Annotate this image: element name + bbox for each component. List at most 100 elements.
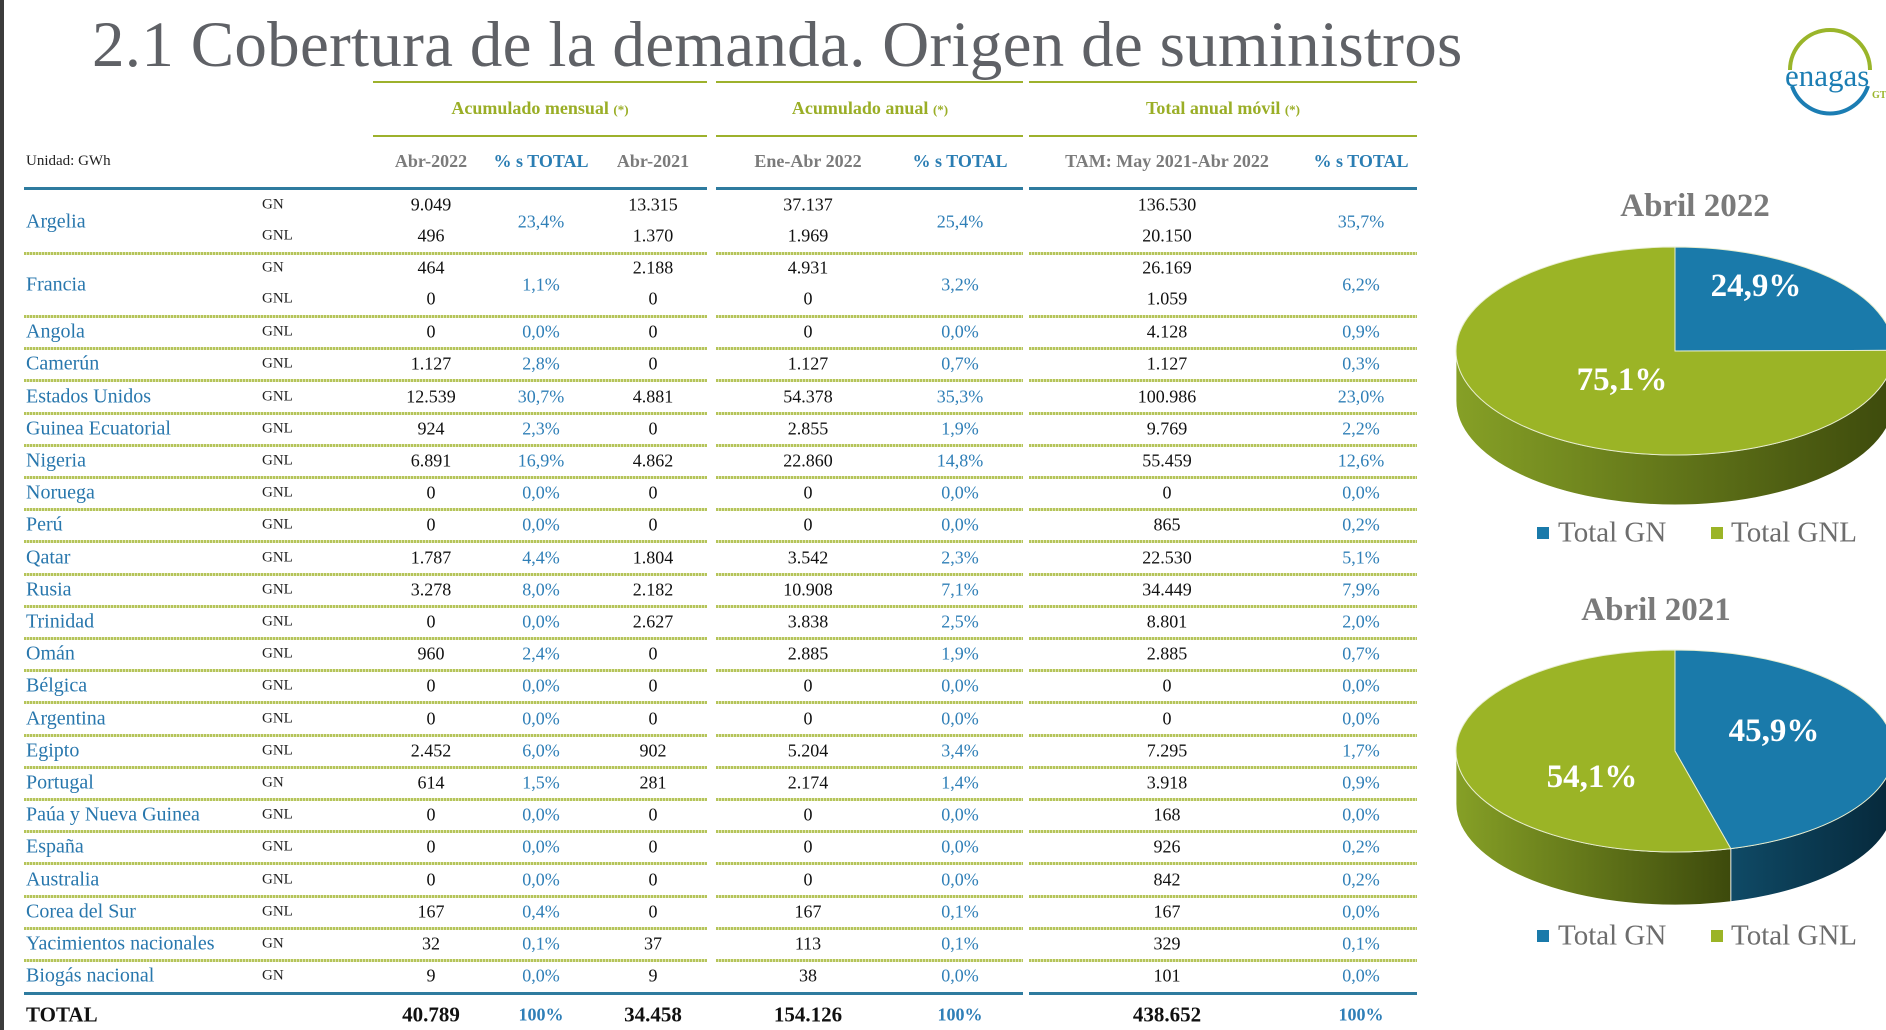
total-divider <box>24 992 1023 996</box>
pct-anual: 0,0% <box>941 804 979 825</box>
value-abr-2021: 0 <box>648 675 658 696</box>
value-abr-2021: 0 <box>648 643 658 664</box>
row-divider <box>716 830 1023 834</box>
value-tam: 26.169 <box>1142 257 1192 278</box>
pct-anual: 7,1% <box>941 579 979 600</box>
row-divider <box>24 894 707 898</box>
row-divider <box>24 379 707 383</box>
value-abr-2021: 902 <box>639 740 667 761</box>
country-name: Camerún <box>26 352 100 375</box>
pct-tam: 0,2% <box>1342 836 1380 857</box>
value-abr-2022: 12.539 <box>406 386 456 406</box>
value-abr-2021: 4.862 <box>632 450 674 471</box>
value-ene-abr-2022: 1.969 <box>787 225 829 246</box>
gas-type: GNL <box>262 323 293 340</box>
column-header: TAM: May 2021-Abr 2022 <box>1065 151 1269 171</box>
country-name: Biogás nacional <box>26 964 155 987</box>
value-abr-2022: 464 <box>417 257 445 278</box>
gas-type: GNL <box>262 838 293 855</box>
legend-label: Total GN <box>1558 919 1667 952</box>
country-name: Trinidad <box>26 610 95 633</box>
value-ene-abr-2022: 0 <box>803 321 813 342</box>
value-abr-2021: 4.881 <box>632 386 674 406</box>
row-divider <box>24 443 707 447</box>
pct-mensual: 0,0% <box>522 708 560 728</box>
column-header: % s TOTAL <box>493 151 589 171</box>
header-top-line <box>1029 81 1417 83</box>
value-tam: 168 <box>1153 804 1181 825</box>
pct-anual: 3,4% <box>941 740 979 761</box>
row-divider <box>1029 765 1417 769</box>
row-divider <box>716 572 1023 576</box>
row-divider <box>716 411 1023 415</box>
gas-type: GNL <box>262 549 293 565</box>
value-abr-2022: 3.278 <box>410 579 452 600</box>
value-abr-2022: 2.452 <box>410 740 452 761</box>
value-ene-abr-2022: 54.378 <box>783 386 833 406</box>
value-abr-2021: 1.370 <box>632 225 674 246</box>
pct-tam: 12,6% <box>1337 450 1385 471</box>
pct-anual: 0,1% <box>941 901 979 922</box>
pct-mensual: 0,0% <box>522 321 560 342</box>
pct-anual: 0,7% <box>941 353 979 374</box>
value-abr-2022: 0 <box>426 836 436 857</box>
pct-mensual: 2,4% <box>522 643 560 664</box>
country-name: Corea del Sur <box>26 900 136 923</box>
country-name: Estados Unidos <box>26 385 151 407</box>
row-divider <box>24 959 707 962</box>
row-divider <box>716 252 1023 255</box>
row-divider <box>716 959 1023 962</box>
value-ene-abr-2022: 38 <box>799 965 817 986</box>
pct-tam: 23,0% <box>1337 386 1385 406</box>
value-abr-2022: 0 <box>426 804 436 825</box>
value-abr-2021: 0 <box>648 901 658 922</box>
value-ene-abr-2022: 1.127 <box>787 353 829 374</box>
value-ene-abr-2022: 5.204 <box>787 740 829 761</box>
gas-type: GN <box>262 935 284 952</box>
pct-mensual: 2,8% <box>522 353 560 374</box>
value-ene-abr-2022: 0 <box>803 288 813 309</box>
row-divider <box>24 701 707 705</box>
value-abr-2021: 0 <box>648 514 658 535</box>
pct-tam: 0,0% <box>1342 804 1380 825</box>
value-ene-abr-2022: 113 <box>794 933 822 954</box>
value-abr-2022: 0 <box>426 514 436 535</box>
gas-type: GNL <box>262 742 293 759</box>
pct-mensual: 0,0% <box>522 965 560 986</box>
header-divider <box>24 187 707 190</box>
country-name: Egipto <box>26 739 80 762</box>
gas-type: GNL <box>262 871 293 887</box>
pct-tam: 0,0% <box>1342 675 1380 696</box>
row-divider <box>716 315 1023 318</box>
pct-mensual: 0,4% <box>522 901 560 922</box>
value-tam: 329 <box>1153 933 1181 954</box>
pie-slice-total-gnl <box>1455 246 1886 456</box>
row-divider <box>24 830 707 834</box>
pct-mensual: 0,0% <box>522 611 560 632</box>
value-abr-2022: 0 <box>426 321 436 342</box>
total-pct-anual: 100% <box>937 1004 983 1025</box>
value-tam: 22.530 <box>1142 547 1192 567</box>
value-ene-abr-2022: 0 <box>803 869 813 889</box>
pct-tam: 35,7% <box>1337 211 1385 231</box>
pct-anual: 1,4% <box>941 772 979 793</box>
total-pct-tam: 100% <box>1338 1004 1384 1025</box>
pct-anual: 14,8% <box>936 450 984 471</box>
value-abr-2022: 6.891 <box>410 450 452 471</box>
pie-title: Abril 2021 <box>1581 592 1731 628</box>
value-abr-2021: 2.182 <box>632 579 674 600</box>
total-abr2022: 40.789 <box>402 1002 460 1027</box>
value-abr-2021: 281 <box>639 772 667 793</box>
pct-mensual: 0,1% <box>522 933 560 954</box>
value-tam: 7.295 <box>1146 740 1188 761</box>
value-tam: 167 <box>1153 901 1181 922</box>
value-abr-2021: 0 <box>648 418 658 439</box>
value-tam: 20.150 <box>1142 225 1192 246</box>
value-ene-abr-2022: 0 <box>803 804 813 825</box>
country-name: Nigeria <box>26 449 86 472</box>
gas-type: GNL <box>262 581 293 598</box>
pct-tam: 0,0% <box>1342 965 1380 986</box>
pct-mensual: 6,0% <box>522 740 560 761</box>
gas-type: GNL <box>262 355 293 372</box>
value-tam: 2.885 <box>1146 643 1188 664</box>
